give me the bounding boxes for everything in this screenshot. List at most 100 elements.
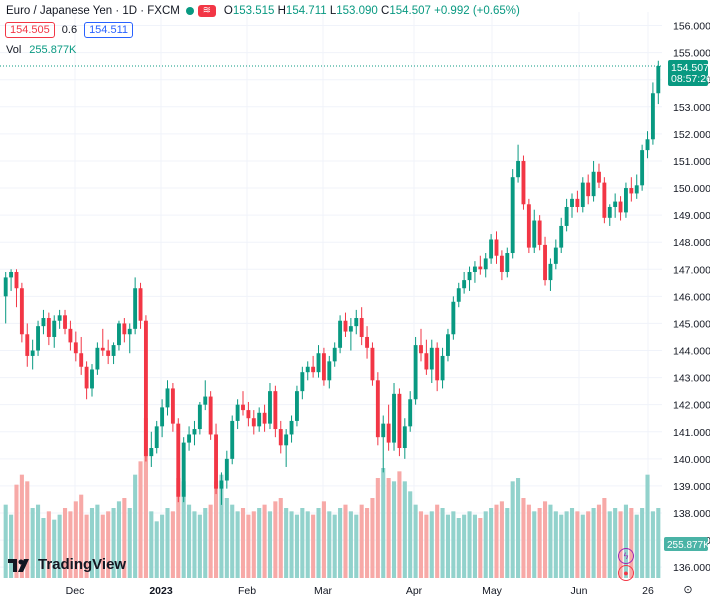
volume-bar [289, 511, 294, 578]
gear-icon[interactable]: ⊙ [683, 584, 693, 596]
volume-bar [73, 501, 78, 578]
volume-bar [521, 498, 526, 578]
price-tick-label: 146.000 [673, 291, 710, 303]
volume-bar [596, 504, 602, 578]
symbol-title[interactable]: Euro / Japanese Yen · 1D · FXCM [6, 5, 180, 17]
volume-bar [386, 478, 391, 578]
candle [526, 198, 531, 254]
volume-bar [203, 508, 208, 578]
candle [365, 326, 369, 359]
volume-bar [170, 511, 175, 578]
volume-bar [19, 474, 24, 578]
candle [359, 307, 364, 346]
time-tick-label: Dec [66, 585, 85, 597]
volume-bar [532, 511, 537, 578]
time-tick-label: Mar [314, 585, 333, 597]
price-tick-label: 145.000 [673, 318, 710, 330]
candle [3, 271, 8, 324]
volume-bar [89, 508, 95, 578]
candle [90, 364, 94, 397]
candle [553, 239, 558, 270]
candle [224, 450, 229, 489]
buy-button[interactable]: 154.511 [84, 22, 134, 38]
candle [429, 339, 434, 384]
record-icon[interactable]: ● [618, 565, 634, 581]
volume-bar [408, 491, 413, 578]
volume-bar [542, 501, 548, 578]
candle [634, 174, 639, 199]
candle [489, 234, 494, 264]
countdown-label: 08:57:26 [671, 73, 710, 85]
volume-bar [553, 511, 558, 578]
volume-bar [197, 514, 202, 578]
price-tick-label: 150.000 [673, 183, 710, 195]
candle [251, 410, 256, 435]
candle [187, 426, 192, 451]
volume-bar [332, 514, 337, 578]
volume-bar [41, 518, 46, 578]
volume-bar [321, 501, 326, 578]
volume-bar [68, 511, 73, 578]
candle [117, 320, 121, 351]
candle [95, 342, 100, 375]
volume-bar [591, 508, 596, 578]
volume-bar [586, 511, 591, 578]
candle [197, 401, 202, 435]
volume-bar [100, 514, 105, 578]
candle [170, 383, 175, 432]
volume-bar [634, 514, 639, 578]
candle [559, 217, 564, 254]
volume-bar [165, 508, 170, 578]
candle [111, 342, 116, 365]
volume-bar [230, 504, 235, 578]
volume-bar [569, 508, 575, 578]
volume-bar [219, 474, 224, 578]
volume-bar [370, 498, 375, 578]
price-tick-label: 144.000 [673, 346, 710, 358]
candle [332, 342, 337, 367]
volume-bar [181, 481, 186, 578]
volume-bar [267, 511, 273, 578]
price-tick-label: 141.000 [673, 427, 710, 439]
candle [564, 198, 569, 232]
candle [408, 391, 413, 432]
volume-bar [613, 508, 618, 578]
volume-label: Vol [6, 44, 22, 56]
candle [494, 231, 499, 264]
sell-button[interactable]: 154.505 [5, 22, 55, 38]
candle [57, 309, 62, 329]
candle [650, 82, 655, 145]
candle [30, 339, 35, 370]
tradingview-logo-text: TradingView [38, 556, 127, 573]
flag-icon[interactable]: ≋ [197, 5, 216, 17]
volume-bar [143, 418, 148, 578]
candle [278, 420, 283, 454]
candle [203, 380, 208, 411]
candle [41, 309, 46, 335]
volume-bar [418, 511, 424, 578]
candle [241, 391, 245, 416]
volume-bar [25, 481, 30, 578]
candle [138, 282, 143, 329]
candle [176, 418, 181, 503]
candle [424, 339, 429, 375]
candle [586, 174, 591, 205]
candle [230, 415, 235, 465]
volume-bar [208, 504, 213, 578]
candle [235, 399, 240, 430]
volume-bar [451, 511, 456, 578]
lightning-icon[interactable]: ϟ [618, 548, 634, 564]
candle [478, 255, 483, 275]
candle [127, 323, 132, 354]
candle [262, 404, 267, 432]
price-tick-label: 138.000 [673, 508, 710, 520]
tradingview-logo[interactable]: TradingView [8, 556, 126, 573]
candle [543, 236, 547, 286]
time-axis[interactable]: Dec 2023 Feb Mar Apr May Jun 26 [66, 585, 654, 597]
candle [268, 383, 272, 430]
candle [9, 269, 14, 291]
candles [3, 60, 661, 505]
price-axis[interactable]: 136.000137.000138.000139.000140.000141.0… [673, 21, 710, 575]
volume-bar [516, 478, 521, 578]
